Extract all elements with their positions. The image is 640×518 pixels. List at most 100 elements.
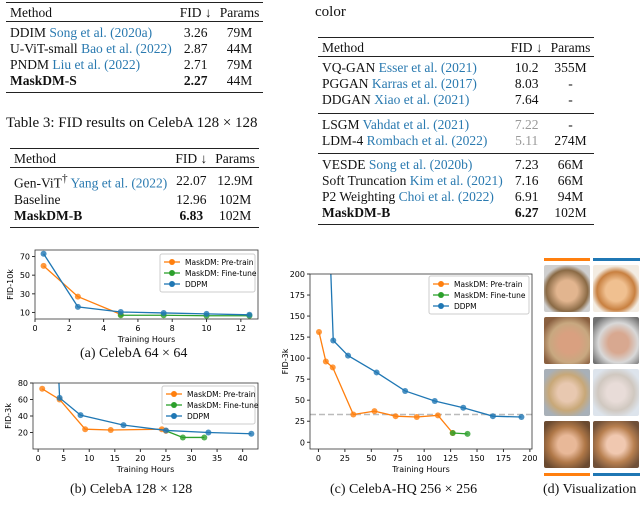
series-maskdm-fine-tune: [449, 430, 471, 437]
citation-link[interactable]: Choi et al. (2022): [398, 189, 494, 204]
table-row: VQ-GAN Esser et al. (2021) 10.2 355M: [318, 57, 594, 77]
fid-value: 3.26: [183, 25, 208, 40]
fid-value: 12.96: [176, 191, 207, 207]
fid-value: 6.27: [506, 205, 547, 225]
legend-marker: [171, 402, 177, 408]
method-name: MaskDM-B: [14, 207, 83, 223]
table-row: MaskDM-B 6.83 102M: [10, 207, 259, 228]
y-axis-label: FID-3k: [281, 348, 290, 374]
caption-a: (a) CelebA 64 × 64: [80, 346, 188, 361]
method-name: LDM-4: [322, 132, 364, 148]
params-value: 44M: [226, 41, 253, 56]
series-maskdm-pre-train: [39, 385, 169, 434]
citation-link[interactable]: Yang et al. (2022): [70, 175, 168, 191]
table-row: LSGM Vahdat et al. (2021) 7.22 -: [318, 112, 595, 133]
data-point: [107, 427, 114, 434]
orange-bar: [544, 258, 590, 261]
face-image: [544, 421, 590, 468]
method-name: Soft Truncation: [322, 173, 407, 188]
table-row: VESDE Song et al. (2020b) 7.23 66M: [318, 153, 595, 173]
citation-link[interactable]: Song et al. (2020b): [368, 157, 473, 172]
x-tick-label: 20: [135, 454, 145, 463]
series-maskdm-pre-train: [40, 262, 124, 318]
data-point: [329, 364, 336, 371]
params-value: -: [546, 112, 595, 133]
fid-value: 7.16: [514, 173, 539, 188]
chart-celeba64: 0 2 4 6 8 10 12 10 30 50 70 Training Hours FID-10k Ma…: [6, 249, 259, 344]
series-ddpm: [40, 250, 253, 318]
citation-link[interactable]: Rombach et al. (2022): [366, 132, 488, 148]
method-name: PNDM: [10, 57, 50, 72]
legend-marker: [438, 292, 444, 298]
data-point: [434, 412, 441, 419]
y-tick-label: 75: [295, 375, 305, 384]
column-header: Params: [211, 148, 259, 168]
table-celeba64: Method FID ↓ Params DDIM Song et al. (2020…: [6, 2, 264, 93]
data-point: [40, 250, 47, 257]
params-value: 66M: [557, 173, 584, 188]
legend-label: MaskDM: Fine-tune: [454, 291, 526, 300]
citation-link[interactable]: Song et al. (2020a): [49, 25, 153, 40]
legend-label: DDPM: [185, 280, 208, 289]
data-point: [246, 311, 253, 318]
legend-label: MaskDM: Pre-train: [454, 280, 523, 289]
table-header: Method FID ↓ Params: [318, 37, 595, 57]
x-axis-label: Training Hours: [391, 465, 450, 474]
y-axis-label: FID-3k: [4, 403, 13, 429]
citation-link[interactable]: Karras et al. (2017): [371, 76, 477, 91]
legend-marker: [169, 270, 175, 276]
params-value: 355M: [554, 60, 587, 75]
data-point: [82, 426, 89, 433]
data-point: [74, 303, 81, 310]
x-tick-label: 10: [84, 454, 94, 463]
params-value: 102M: [218, 191, 252, 207]
method-name: P2 Weighting: [322, 189, 396, 204]
data-point: [205, 429, 212, 436]
series-maskdm-pre-train: [315, 329, 456, 437]
table-row: DDIM Song et al. (2020a) 3.26 79M: [6, 22, 263, 42]
face-image: [544, 265, 590, 312]
x-tick-label: 125: [443, 454, 458, 463]
y-tick-label: 40: [18, 412, 28, 421]
orange-bar: [544, 473, 590, 476]
citation-link[interactable]: Liu et al. (2022): [52, 57, 141, 72]
legend-marker: [169, 259, 175, 265]
citation-link[interactable]: Xiao et al. (2021): [374, 92, 470, 107]
method-name: MaskDM-S: [10, 73, 77, 88]
data-point: [464, 430, 471, 437]
legend-label: MaskDM: Pre-train: [185, 258, 254, 267]
fid-value: 6.91: [514, 189, 539, 204]
citation-link[interactable]: Vahdat et al. (2021): [362, 116, 470, 132]
table3-caption: Table 3: FID results on CelebA 128 × 128: [6, 115, 258, 131]
params-value: 79M: [226, 57, 253, 72]
face-image: [593, 421, 639, 468]
citation-link[interactable]: Bao et al. (2022): [81, 41, 172, 56]
x-axis-label: Training Hours: [117, 335, 176, 344]
y-tick-label: 200: [290, 270, 305, 279]
table-row: P2 Weighting Choi et al. (2022) 6.91 94M: [318, 189, 594, 205]
table-row: DDGAN Xiao et al. (2021) 7.64 -: [318, 92, 594, 108]
citation-link[interactable]: Esser et al. (2021): [378, 60, 477, 75]
data-point: [248, 430, 255, 437]
table-row: U-ViT-small Bao et al. (2022) 2.87 44M: [6, 41, 263, 57]
x-tick-label: 8: [170, 324, 175, 333]
legend-label: MaskDM: Fine-tune: [187, 401, 259, 410]
face-image: [544, 317, 590, 364]
method-name: VQ-GAN: [322, 60, 376, 75]
legend: [161, 385, 256, 425]
legend: [428, 275, 530, 315]
citation-link[interactable]: Kim et al. (2021): [409, 173, 503, 188]
x-tick-label: 0: [32, 324, 37, 333]
legend-marker: [171, 413, 177, 419]
data-point: [77, 412, 84, 419]
x-tick-label: 40: [238, 454, 248, 463]
fid-value: 6.83: [171, 207, 212, 228]
y-tick-label: 100: [290, 354, 305, 363]
series-line: [41, 388, 167, 432]
data-point: [315, 329, 322, 336]
data-point: [120, 422, 127, 429]
column-header: FID ↓: [175, 2, 216, 22]
data-point: [203, 310, 210, 317]
data-point: [39, 385, 46, 392]
data-point: [330, 337, 337, 344]
